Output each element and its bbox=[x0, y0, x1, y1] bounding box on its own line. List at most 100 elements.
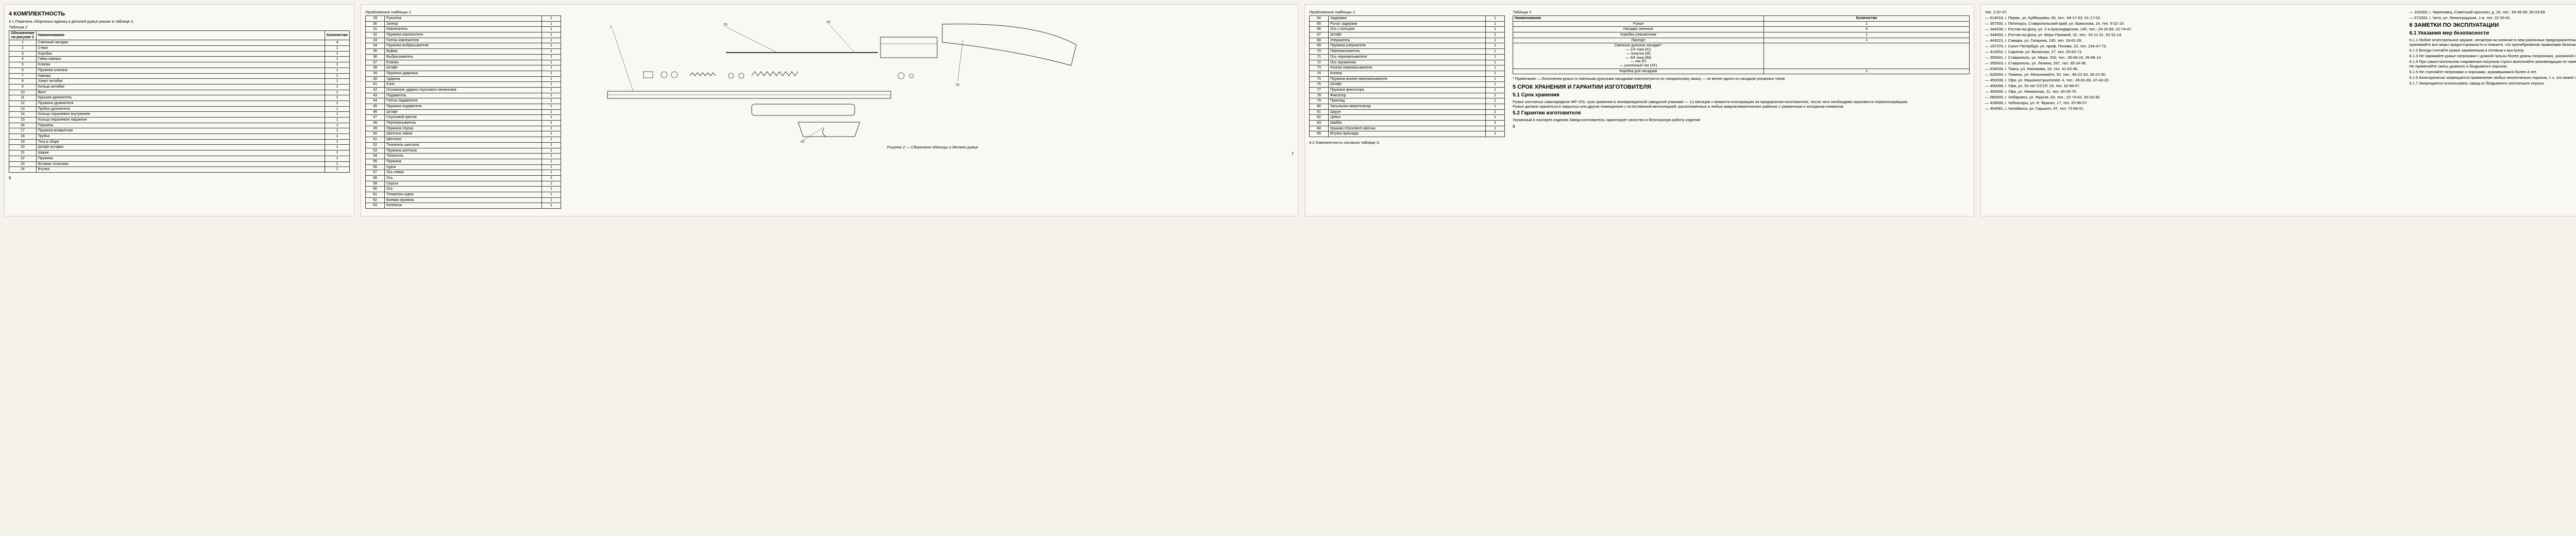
table-row: 84Крышка спускового крючка1 bbox=[1310, 126, 1505, 131]
table-cell: 4 bbox=[1764, 27, 1970, 32]
table-cell: Гайка каморы bbox=[36, 57, 325, 62]
table-cell: 37 bbox=[366, 60, 385, 65]
table-cell: 1 bbox=[1764, 21, 1970, 27]
table-cell: 1 bbox=[542, 203, 561, 209]
table-cell: 50 bbox=[366, 131, 385, 137]
table-cell: 1 bbox=[542, 76, 561, 82]
table-row: 64Задержка1 bbox=[1310, 16, 1505, 22]
table-cell: 85 bbox=[1310, 131, 1329, 137]
table-cell: 1 bbox=[1486, 21, 1505, 27]
table-cell: Извлекатель bbox=[385, 27, 542, 32]
table-cell: 23 bbox=[9, 161, 37, 167]
table-row: 50Шептало левое1 bbox=[366, 131, 561, 137]
section-5-title: 5 СРОК ХРАНЕНИЯ И ГАРАНТИИ ИЗГОТОВИТЕЛЯ bbox=[1513, 84, 1970, 90]
table-row: 35Буфер1 bbox=[366, 49, 561, 55]
table-cell: 1 bbox=[1764, 38, 1970, 43]
table-cell: Тяга в сборе bbox=[36, 139, 325, 145]
table-cell: Ось bbox=[385, 187, 542, 192]
text-line: — 680000, г. Хабаровск, ул. Фрунзе, 63, … bbox=[1985, 95, 2402, 99]
table-cell: Штифт bbox=[385, 65, 542, 71]
table-cell: 57 bbox=[366, 170, 385, 176]
table-cell: 70 bbox=[1310, 49, 1329, 55]
table-row: 48Перехватыватель1 bbox=[366, 121, 561, 126]
table-cell: 1 bbox=[1486, 98, 1505, 104]
table-cell: 38 bbox=[366, 65, 385, 71]
table-cell: 1 bbox=[9, 40, 37, 46]
table-cell: 1 bbox=[542, 170, 561, 176]
table-cell: 1 bbox=[325, 95, 350, 101]
table-row: 44Гнеток подавателя1 bbox=[366, 98, 561, 104]
table-row: 75Пружина кнопки перехватывателя1 bbox=[1310, 76, 1505, 82]
table-cell: 1 bbox=[325, 139, 350, 145]
table-cell: 34 bbox=[366, 43, 385, 49]
table-cell: 1 bbox=[1764, 69, 1970, 74]
table-row: 11Крышка-удлинитель1 bbox=[9, 95, 350, 101]
table-cell: 2 bbox=[9, 46, 37, 52]
table-cell: 1 bbox=[1764, 32, 1970, 38]
page-number: 7 bbox=[571, 152, 1294, 156]
table-row: 22Пружина1 bbox=[9, 156, 350, 161]
table-cell: 1 bbox=[1486, 49, 1505, 55]
table-cell: 83 bbox=[1310, 121, 1329, 126]
table-cell: 1 bbox=[325, 134, 350, 140]
table-cell: Пружина возвратная bbox=[36, 128, 325, 134]
table-cell: Штифт bbox=[385, 109, 542, 115]
th-qty: Количество bbox=[325, 31, 350, 40]
table-cell: 1 bbox=[325, 123, 350, 128]
svg-text:42: 42 bbox=[801, 140, 805, 143]
table-cell: 84 bbox=[1310, 126, 1329, 131]
table-cell: Коробка bbox=[36, 51, 325, 57]
table-cell: Затвор bbox=[385, 21, 542, 27]
text-line: 6.1.5 Не стреляйте патронами и порохами,… bbox=[2410, 70, 2576, 74]
table-cell: 1 bbox=[1486, 87, 1505, 93]
table-cell: 33 bbox=[366, 38, 385, 43]
table-row: 57Ось левая1 bbox=[366, 170, 561, 176]
table-cell: 1 bbox=[542, 192, 561, 198]
table-row: 30Затвор1 bbox=[366, 21, 561, 27]
text-line: — 428008, г. Чебоксары, ул. И. Франко, 1… bbox=[1985, 100, 2402, 105]
table-cell: Гнеток извлекателя bbox=[385, 38, 542, 43]
text-line: — 357500, г. Пятигорск, Ставропольский к… bbox=[1985, 21, 2402, 26]
table-cell: 42 bbox=[366, 87, 385, 93]
table-cell: 31 bbox=[366, 27, 385, 32]
table2-cont2: Продолжение таблицы 2 bbox=[1309, 10, 1505, 14]
table-row: Коробка для насадков1 bbox=[1513, 69, 1970, 74]
table-row: 51Шептало1 bbox=[366, 137, 561, 143]
table-row: 85Втулка приклада1 bbox=[1310, 131, 1505, 137]
text-line: тел. 2-37-07. bbox=[1985, 10, 2402, 14]
table-cell: 32 bbox=[366, 32, 385, 38]
table-cell bbox=[1764, 43, 1970, 69]
table-cell: 56 bbox=[366, 164, 385, 170]
table-cell: 1 bbox=[325, 51, 350, 57]
table-row: 36Выбрасыватель1 bbox=[366, 54, 561, 60]
table-cell: Рукоятка bbox=[385, 16, 542, 22]
table-cell: 1 bbox=[325, 112, 350, 118]
text-line: — 162000, г. Череповец, Советский проспе… bbox=[2410, 10, 2576, 14]
table-cell: Рычаг задержки bbox=[1329, 21, 1486, 27]
table-cell: Кнопка перехватывателя bbox=[1329, 65, 1486, 71]
table-row: 74Кнопка1 bbox=[1310, 71, 1505, 76]
table-row: 69Пружина упержателя1 bbox=[1310, 43, 1505, 49]
page-7: Продолжение таблицы 2 29Рукоятка130Затво… bbox=[361, 4, 1298, 216]
table-cell: Задержка bbox=[1329, 16, 1486, 22]
table-cell: Ось перехватывателя bbox=[1329, 54, 1486, 60]
table-cell: 19 bbox=[9, 139, 37, 145]
table-row: 49Пружина спуска1 bbox=[366, 126, 561, 131]
table-cell: 1 bbox=[325, 145, 350, 150]
table-cell: 36 bbox=[366, 54, 385, 60]
table-row: 20Штифт вставки1 bbox=[9, 145, 350, 150]
table-cell: Шарик bbox=[36, 150, 325, 156]
text-line: — 450038, г. Уфа, ул. Машиностроителей, … bbox=[1985, 78, 2402, 82]
table-cell: 1 bbox=[542, 49, 561, 55]
table-row: 53Пружина шептала1 bbox=[366, 148, 561, 154]
table-cell: 4 bbox=[9, 57, 37, 62]
table-cell: Спусковой крючок bbox=[385, 115, 542, 121]
table-row: 12Пружина удлинителя1 bbox=[9, 100, 350, 106]
table-cell: 1 bbox=[325, 100, 350, 106]
table-cell: Ось пружинная bbox=[1329, 60, 1486, 65]
table-cell: Ствол bbox=[36, 46, 325, 52]
table-cell: 1 bbox=[1486, 76, 1505, 82]
table-row: 41Клин1 bbox=[366, 82, 561, 88]
table-cell: 1 bbox=[542, 104, 561, 110]
table-row: 62Боевая пружина1 bbox=[366, 197, 561, 203]
